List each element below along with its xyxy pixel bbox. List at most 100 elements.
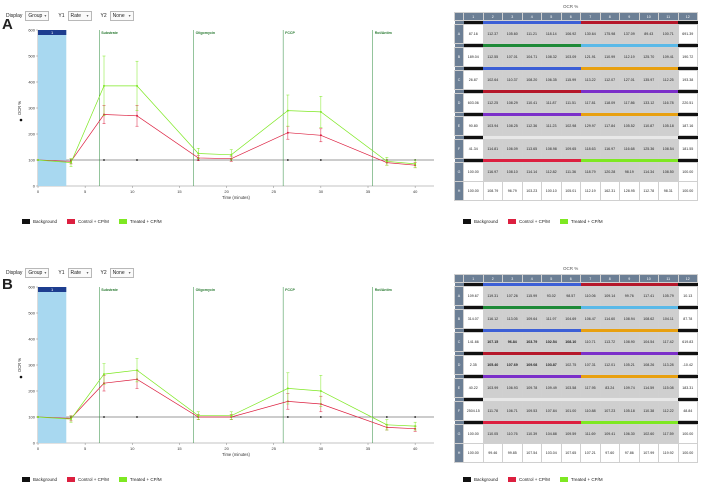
plate-cell[interactable]: 189.04 [463,47,484,67]
plate-cell[interactable]: 2.35 [463,355,484,375]
plate-cell[interactable]: 119.92 [658,443,679,463]
plate-cell[interactable]: 100.10 [541,181,562,201]
plate-cell[interactable]: 110.41 [521,93,542,113]
plate-cell[interactable]: 108.32 [541,47,562,67]
plate-cell[interactable]: 100.00 [463,443,484,463]
plate-cell[interactable]: 116.78 [658,93,679,113]
plate-cell[interactable]: 97.60 [599,443,620,463]
plate-cell[interactable]: 100.00 [677,424,698,444]
plate-cell[interactable]: 117.86 [619,93,640,113]
plate-cell[interactable]: 103.58 [560,378,581,398]
plate-cell[interactable]: 113.05 [502,309,523,329]
plate-cell[interactable]: 110.99 [599,47,620,67]
plate-cell[interactable]: 110.87 [638,116,659,136]
plate-cell[interactable]: 89.43 [638,24,659,44]
display-dropdown[interactable]: Group ▾ [25,11,50,21]
plate-cell[interactable]: 10.13 [677,286,698,306]
plate-cell[interactable]: 187.16 [677,116,698,136]
plate-cell[interactable]: 114.60 [599,309,620,329]
plate-cell[interactable]: 113.28 [658,355,679,375]
plate-cell[interactable]: 109.08 [521,355,542,375]
plate-cell[interactable]: 121.91 [580,47,601,67]
plate-cell[interactable]: 133.12 [638,93,659,113]
plate-cell[interactable]: 118.09 [599,93,620,113]
plate-cell[interactable]: 103.23 [521,181,542,201]
plate-cell[interactable]: 104.69 [560,309,581,329]
plate-cell[interactable]: 108.20 [521,70,542,90]
y1-dropdown[interactable]: Rate ▾ [67,11,92,21]
legend-item-treated[interactable]: Treated + CP/M [118,477,162,482]
plate-cell[interactable]: 111.36 [560,162,581,182]
plate-cell[interactable]: 102.54 [541,332,562,352]
plate-cell[interactable]: 108.79 [482,181,503,201]
plate-cell[interactable]: 603.06 [463,93,484,113]
plate-cell[interactable]: 107.84 [541,401,562,421]
plate-cell[interactable]: 691.39 [677,24,698,44]
plate-cell[interactable]: 110.39 [521,424,542,444]
plate-cell[interactable]: 108.50 [658,162,679,182]
plate-cell[interactable]: 26.87 [463,70,484,90]
plate-cell[interactable]: 193.38 [677,70,698,90]
plate-cell[interactable]: 112.37 [482,24,503,44]
plate-cell[interactable]: 117.59 [658,424,679,444]
legend-item-background[interactable]: Background [22,477,57,482]
plate-cell[interactable]: 109.14 [599,286,620,306]
plate-cell[interactable]: 108.10 [502,162,523,182]
plate-cell[interactable]: 102.75 [560,355,581,375]
plate-cell[interactable]: 105.40 [482,355,503,375]
plate-cell[interactable]: 87.78 [677,309,698,329]
plate-cell[interactable]: 111.69 [580,424,601,444]
plate-cell[interactable]: 109.41 [658,47,679,67]
plate-cell[interactable]: 111.87 [541,93,562,113]
plate-cell[interactable]: 100.00 [677,181,698,201]
ocr-chart-b[interactable]: 1 Substrate Oligomycin FCCP Rot/Antim0100200… [14,281,446,471]
plate-cell[interactable]: 102.60 [638,424,659,444]
plate-cell[interactable]: 120.28 [599,162,620,182]
plate-cell[interactable]: 116.68 [619,139,640,159]
plate-cell[interactable]: 109.67 [463,286,484,306]
plate-cell[interactable]: 103.87 [541,355,562,375]
plate-cell[interactable]: 99.76 [619,286,640,306]
plate-cell[interactable]: 110.06 [580,286,601,306]
plate-cell[interactable]: 115.99 [560,70,581,90]
plate-cell[interactable]: 111.97 [541,309,562,329]
ocr-chart-a[interactable]: 1 Substrate Oligomycin FCCP Rot/Antim0100200… [14,24,446,214]
plate-cell[interactable]: 114.59 [638,378,659,398]
plate-cell[interactable]: 117.81 [580,93,601,113]
plate-cell[interactable]: 129.97 [580,116,601,136]
plate-cell[interactable]: 103.04 [541,443,562,463]
plate-cell[interactable]: 125.36 [638,139,659,159]
plate-cell[interactable]: 111.51 [560,93,581,113]
plate-cell[interactable]: 116.97 [599,139,620,159]
plate-cell[interactable]: 105.60 [502,24,523,44]
plate-cell[interactable]: 100.00 [463,424,484,444]
plate-cell[interactable]: 83.24 [599,378,620,398]
plate-cell[interactable]: 40.22 [463,378,484,398]
plate-cell[interactable]: 108.29 [502,93,523,113]
plate-cell[interactable]: 135.97 [638,70,659,90]
plate-cell[interactable]: 119.31 [482,286,503,306]
plate-cell[interactable]: 112.01 [599,355,620,375]
plate-cell[interactable]: 112.36 [521,116,542,136]
plate-cell[interactable]: 98.31 [658,181,679,201]
plate-cell[interactable]: 112.19 [619,47,640,67]
plate-cell[interactable]: 619.83 [677,332,698,352]
plate-cell[interactable]: 90.80 [463,116,484,136]
plate-cell[interactable]: 2504.15 [463,401,484,421]
plate-cell[interactable]: 103.94 [482,116,503,136]
plate-cell[interactable]: 102.64 [482,70,503,90]
plate-cell[interactable]: 108.26 [638,355,659,375]
plate-cell[interactable]: 106.93 [502,378,523,398]
plate-cell[interactable]: 112.82 [541,162,562,182]
display-dropdown[interactable]: Group ▾ [25,268,50,278]
plate-cell[interactable]: 107.21 [580,443,601,463]
plate-cell[interactable]: 105.52 [619,116,640,136]
plate-cell[interactable]: 141.66 [463,332,484,352]
plate-cell[interactable]: 112.25 [658,70,679,90]
plate-cell[interactable]: 113.22 [580,70,601,90]
plate-cell[interactable]: 108.90 [619,332,640,352]
plate-cell[interactable]: 108.94 [619,309,640,329]
plate-cell[interactable]: 100.00 [677,443,698,463]
plate-cell[interactable]: 175.98 [599,24,620,44]
plate-cell[interactable]: 110.88 [580,401,601,421]
